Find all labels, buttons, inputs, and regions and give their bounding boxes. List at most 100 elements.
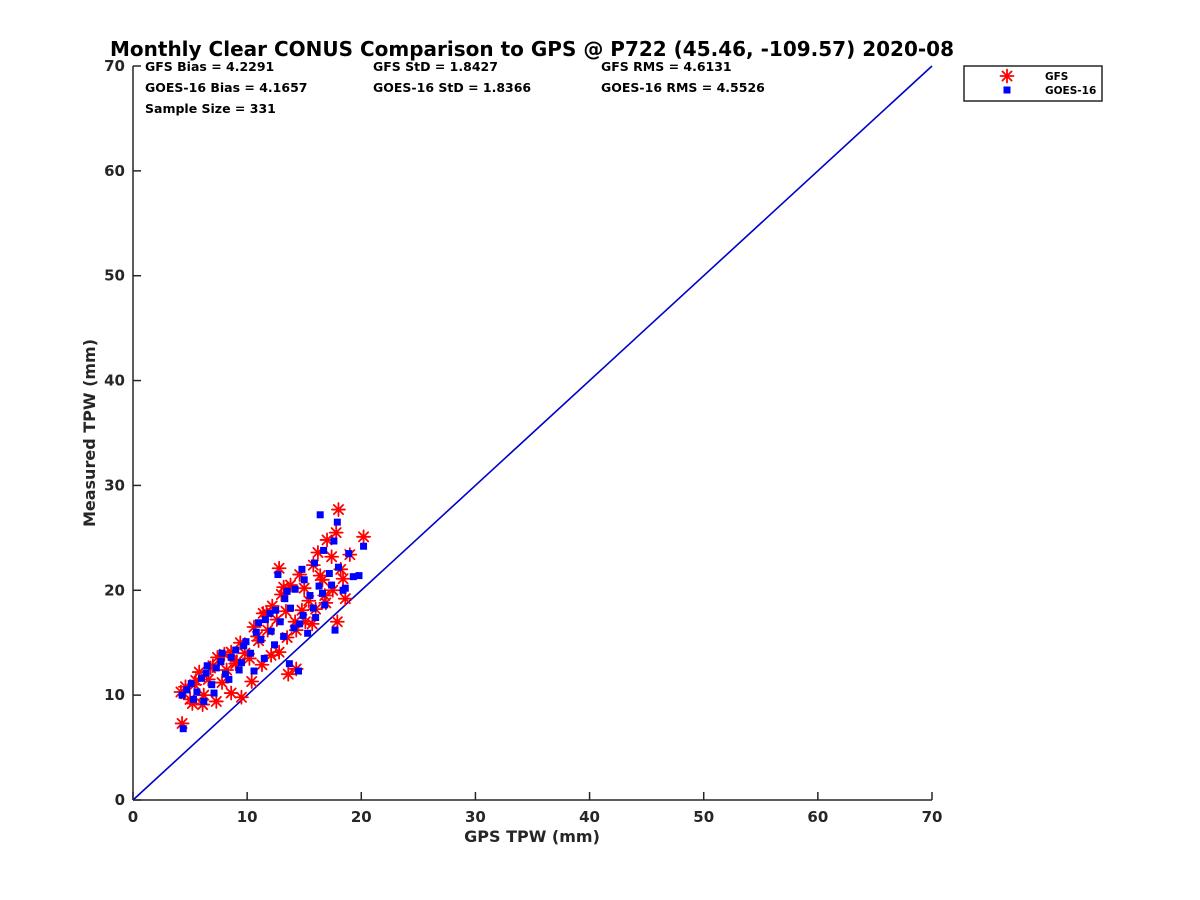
- goes16-point: [285, 660, 293, 668]
- goes16-point: [208, 681, 216, 689]
- gfs-point: [271, 644, 287, 660]
- stat-goes-rms: GOES-16 RMS = 4.5526: [601, 80, 765, 95]
- x-tick-label: 0: [128, 808, 138, 826]
- goes16-point: [333, 518, 341, 526]
- goes16-point: [218, 649, 226, 657]
- chart-title: Monthly Clear CONUS Comparison to GPS @ …: [110, 37, 954, 61]
- goes16-point: [203, 662, 211, 670]
- goes16-point: [309, 604, 317, 612]
- y-tick-label: 40: [104, 372, 125, 390]
- goes16-point: [287, 604, 295, 612]
- gfs-point: [335, 571, 351, 587]
- goes16-point: [296, 620, 304, 628]
- stat-goes-std: GOES-16 StD = 1.8366: [373, 80, 531, 95]
- legend-goes16-marker: [1003, 86, 1011, 94]
- goes16-point: [321, 601, 329, 609]
- x-tick-label: 30: [465, 808, 486, 826]
- y-axis-label: Measured TPW (mm): [80, 339, 99, 527]
- goes16-point: [274, 571, 282, 579]
- goes16-point: [331, 626, 339, 634]
- goes16-point: [300, 576, 308, 584]
- goes16-point: [217, 658, 225, 666]
- goes16-point: [240, 642, 248, 650]
- goes16-point: [312, 614, 320, 622]
- goes16-point: [298, 565, 306, 573]
- goes16-point: [189, 695, 197, 703]
- gfs-point: [174, 716, 190, 731]
- legend-goes16-square: [1003, 86, 1011, 94]
- legend-gfs-asterisk: [999, 68, 1015, 84]
- goes16-point: [280, 632, 288, 640]
- gfs-point: [337, 591, 353, 607]
- goes16-point: [261, 616, 269, 624]
- goes16-point: [341, 584, 349, 592]
- goes16-point: [306, 592, 314, 600]
- goes16-point: [290, 624, 298, 632]
- goes16-point: [257, 636, 265, 644]
- goes16-point: [250, 667, 258, 675]
- x-tick-label: 60: [807, 808, 828, 826]
- stat-gfs-rms: GFS RMS = 4.6131: [601, 59, 732, 74]
- goes16-point: [334, 563, 342, 571]
- goes16-point: [330, 537, 338, 545]
- gfs-point: [324, 549, 340, 565]
- goes16-point: [271, 641, 279, 649]
- gfs-point: [328, 525, 344, 541]
- goes16-point: [178, 691, 186, 699]
- goes16-point: [272, 606, 280, 614]
- goes16-point: [304, 629, 312, 637]
- x-tick-label: 20: [351, 808, 372, 826]
- goes16-point: [252, 628, 260, 636]
- legend-gfs-marker: [999, 68, 1015, 84]
- goes16-point: [221, 670, 229, 678]
- x-tick-label: 40: [579, 808, 600, 826]
- stat-gfs-std: GFS StD = 1.8427: [373, 59, 498, 74]
- x-axis-label: GPS TPW (mm): [464, 827, 600, 846]
- gfs-point: [244, 674, 260, 689]
- gfs-point: [296, 580, 312, 596]
- goes16-point: [295, 667, 303, 675]
- gfs-point: [223, 685, 239, 701]
- stat-sample-size: Sample Size = 331: [145, 101, 276, 116]
- goes16-point: [299, 611, 307, 619]
- goes16-point: [232, 646, 240, 654]
- legend: GFS GOES-16: [963, 65, 1103, 102]
- goes16-point: [283, 587, 291, 595]
- y-tick-label: 60: [104, 162, 125, 180]
- reference-line-group: [132, 65, 933, 801]
- y-tick-label: 50: [104, 267, 125, 285]
- x-axis-ticks: 0 10 20 30 40 50 60 70: [128, 792, 942, 826]
- goes16-point: [260, 654, 268, 662]
- goes16-point: [276, 618, 284, 626]
- gfs-point: [208, 694, 224, 709]
- x-tick-label: 10: [237, 808, 258, 826]
- goes16-point: [316, 511, 324, 519]
- goes16-point: [225, 675, 233, 683]
- gfs-point: [280, 666, 296, 682]
- goes16-point: [360, 542, 368, 550]
- goes16-point: [242, 638, 250, 646]
- y-tick-label: 70: [104, 57, 125, 75]
- one-to-one-line: [132, 65, 933, 801]
- goes16-point: [267, 627, 275, 635]
- y-axis-ticks: 0 10 20 30 40 50 60 70: [104, 57, 141, 809]
- gfs-point: [356, 529, 371, 545]
- gfs-point: [234, 689, 249, 705]
- y-tick-label: 20: [104, 581, 125, 599]
- goes16-point: [197, 674, 205, 682]
- goes16-point: [315, 582, 323, 590]
- y-tick-label: 10: [104, 686, 125, 704]
- y-tick-label: 30: [104, 476, 125, 494]
- goes16-point: [291, 585, 299, 593]
- goes16-point: [247, 649, 255, 657]
- legend-goes16-label: GOES-16: [1045, 85, 1096, 97]
- stat-goes-bias: GOES-16 Bias = 4.1657: [145, 80, 307, 95]
- gfs-point: [329, 614, 345, 630]
- goes16-point: [318, 589, 326, 597]
- stat-gfs-bias: GFS Bias = 4.2291: [145, 59, 274, 74]
- goes16-point: [349, 573, 357, 581]
- goes16-point: [227, 653, 235, 661]
- gfs-point: [331, 502, 346, 517]
- goes16-point: [355, 572, 363, 580]
